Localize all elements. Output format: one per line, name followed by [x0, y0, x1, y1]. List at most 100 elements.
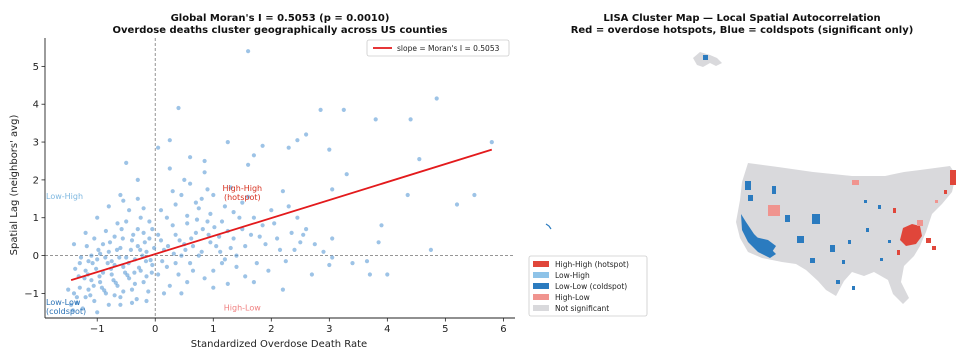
- data-point: [135, 227, 140, 232]
- data-point: [120, 236, 125, 241]
- data-point: [144, 274, 149, 279]
- data-point: [417, 157, 422, 162]
- quadrant-label-sub: (hotspot): [224, 193, 261, 202]
- data-point: [327, 262, 332, 268]
- x-tick-label: 1: [210, 324, 216, 335]
- data-point: [318, 107, 323, 112]
- legend-label: Low-Low (coldspot): [555, 282, 627, 291]
- data-point: [170, 223, 175, 228]
- legend-swatch: [533, 294, 549, 300]
- data-point: [127, 208, 132, 213]
- data-point: [200, 227, 205, 232]
- legend-swatch: [533, 272, 549, 278]
- data-point: [205, 187, 210, 192]
- data-point: [283, 259, 288, 264]
- data-point: [135, 196, 140, 201]
- data-point: [234, 253, 239, 258]
- data-point: [185, 221, 190, 226]
- data-point: [124, 219, 129, 224]
- data-point: [128, 247, 133, 252]
- data-point: [71, 291, 77, 296]
- data-point: [330, 236, 335, 241]
- tick-labels: −1 0 1 2 3 4 5 6 −1 0 1 2 3 4 5: [24, 62, 506, 335]
- data-point: [202, 276, 207, 281]
- midwest-coldspot-2: [878, 205, 881, 209]
- data-point: [134, 297, 139, 302]
- data-point: [97, 274, 102, 279]
- data-point: [277, 247, 283, 252]
- data-point: [286, 145, 291, 150]
- legend-box: [366, 39, 510, 57]
- idaho-coldspot: [772, 186, 776, 194]
- data-point: [127, 276, 132, 281]
- data-point: [243, 274, 248, 279]
- data-point: [164, 215, 169, 220]
- legend-label: High-Low: [555, 293, 590, 302]
- data-point: [164, 264, 169, 269]
- data-point: [373, 117, 378, 122]
- data-point: [367, 272, 372, 277]
- data-point: [103, 228, 108, 234]
- quadrant-label: Low-High: [46, 192, 83, 201]
- data-point: [121, 289, 126, 294]
- data-point: [100, 270, 106, 275]
- data-point: [167, 166, 172, 171]
- map-legend-box: [528, 255, 648, 317]
- data-point: [217, 234, 222, 239]
- data-point: [286, 204, 291, 209]
- data-point: [95, 257, 100, 262]
- data-point: [251, 153, 256, 158]
- data-point: [77, 261, 82, 266]
- data-point: [434, 96, 439, 101]
- plains-coldspot-1: [830, 245, 835, 252]
- x-tick-label: −1: [90, 324, 105, 335]
- regression-layer: [70, 148, 493, 282]
- data-point: [141, 230, 146, 235]
- y-tick-label: 3: [33, 138, 39, 149]
- data-point: [295, 215, 300, 220]
- texas-coldspot-1: [842, 260, 845, 264]
- data-point: [140, 253, 145, 258]
- data-point: [66, 287, 71, 292]
- data-point: [183, 247, 188, 252]
- quadrant-label-sub: (coldspot): [46, 307, 86, 316]
- data-point: [125, 273, 130, 278]
- data-point: [330, 255, 335, 260]
- data-point: [132, 270, 137, 275]
- data-point: [190, 268, 196, 273]
- data-point: [228, 185, 233, 190]
- data-point: [91, 283, 96, 288]
- south-coldspot-1: [880, 258, 883, 261]
- data-point: [364, 259, 370, 264]
- data-point: [150, 262, 155, 268]
- data-point: [118, 295, 123, 300]
- alaska-coldspot: [703, 55, 708, 60]
- data-point: [275, 236, 280, 241]
- data-points: [66, 49, 494, 315]
- y-tick-label: 1: [33, 213, 39, 224]
- data-point: [179, 291, 184, 296]
- data-point: [304, 132, 309, 137]
- newengland-hotspot: [950, 170, 956, 185]
- data-point: [190, 244, 196, 249]
- data-point: [272, 221, 277, 226]
- data-point: [150, 227, 155, 232]
- data-point: [117, 255, 122, 260]
- data-point: [152, 245, 157, 251]
- data-point: [385, 272, 390, 277]
- data-point: [74, 300, 79, 305]
- data-point: [240, 200, 245, 205]
- scatter-subtitle: Overdose deaths cluster geographically a…: [113, 25, 448, 36]
- data-point: [106, 249, 111, 254]
- data-point: [95, 310, 100, 315]
- data-point: [83, 268, 88, 273]
- x-tick-label: 5: [442, 324, 448, 335]
- data-point: [135, 177, 140, 182]
- data-point: [96, 247, 101, 252]
- data-point: [246, 49, 251, 54]
- data-point: [280, 287, 285, 292]
- data-point: [89, 278, 94, 283]
- data-point: [208, 211, 213, 216]
- data-point: [205, 219, 210, 224]
- data-point: [212, 225, 217, 230]
